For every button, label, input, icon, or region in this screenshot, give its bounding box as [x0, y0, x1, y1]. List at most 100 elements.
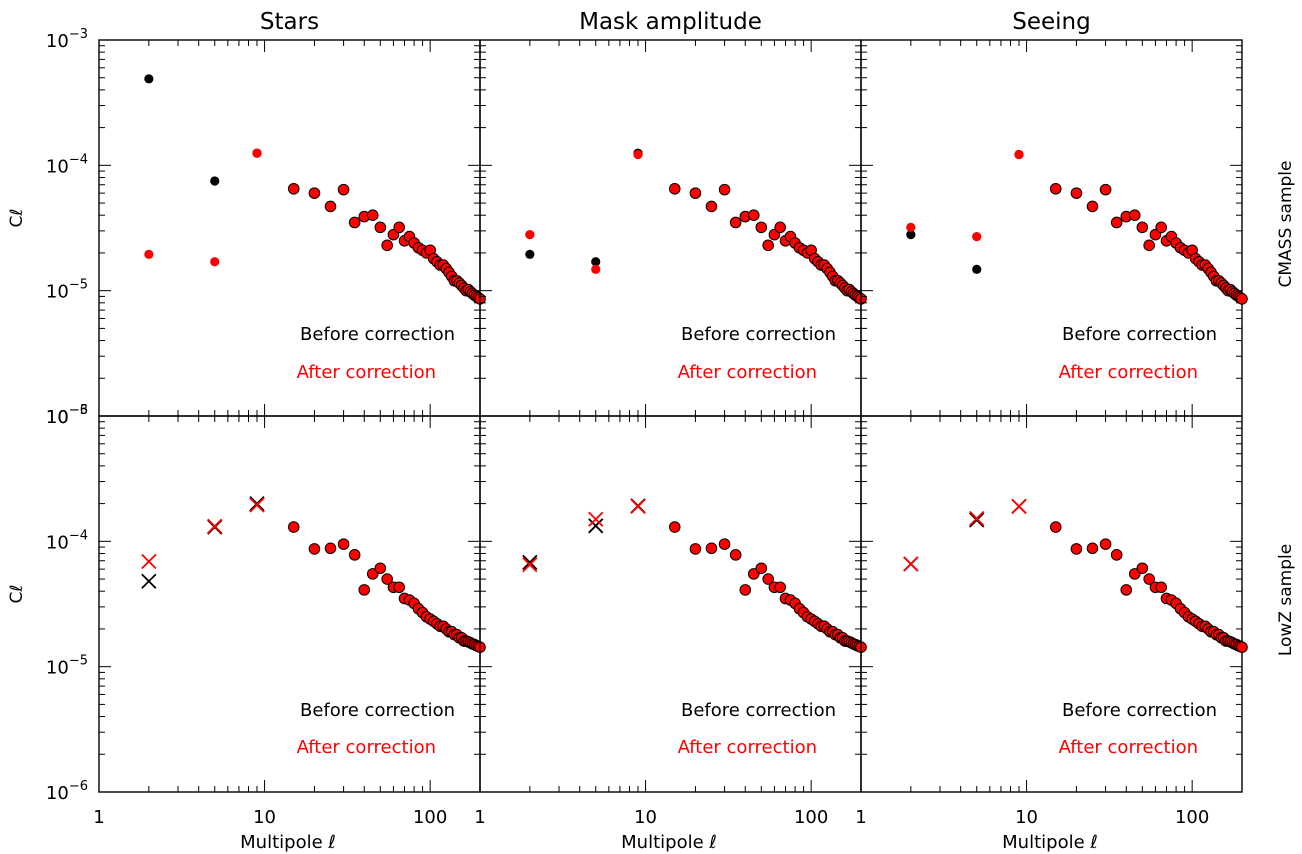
data-point	[144, 74, 154, 84]
data-point	[972, 232, 982, 242]
data-point	[374, 562, 387, 575]
data-point	[903, 556, 919, 572]
x-tick-label: 10	[253, 807, 276, 828]
data-point	[588, 518, 604, 534]
y-tick-label-mantissa: 10	[46, 783, 69, 804]
y-tick-label-mantissa: 10	[46, 658, 69, 679]
data-point	[1155, 581, 1167, 594]
legend-after-correction: After correction	[297, 737, 436, 758]
data-point	[249, 497, 265, 513]
legend-after-correction: After correction	[678, 737, 817, 758]
data-point	[308, 543, 321, 555]
data-point	[718, 538, 731, 550]
data-point	[1143, 573, 1155, 585]
data-point	[1136, 562, 1149, 575]
data-point	[969, 512, 985, 528]
data-point	[1049, 521, 1062, 533]
data-point	[1128, 209, 1141, 222]
data-point	[633, 149, 643, 160]
y-tick-label-mantissa: 10	[46, 532, 69, 553]
data-point	[689, 543, 702, 555]
data-point	[1110, 216, 1123, 229]
data-point	[358, 584, 371, 596]
data-point	[755, 221, 768, 234]
data-point	[1014, 149, 1024, 160]
y-axis-label: Cℓ	[7, 209, 27, 228]
panel-cmass-sample-seeing: Before correction After correction	[860, 39, 1248, 417]
data-point	[287, 521, 300, 533]
legend-before-correction: Before correction	[300, 700, 455, 721]
column-title-stars: Stars	[260, 9, 319, 35]
y-tick-label: 10−3	[46, 403, 88, 428]
panel-frame	[479, 39, 862, 417]
legend-after-correction: After correction	[1059, 362, 1198, 383]
data-point	[525, 230, 535, 240]
data-point	[755, 562, 768, 575]
panel-frame	[98, 39, 481, 417]
data-point	[1070, 543, 1083, 555]
x-tick-label: 1	[93, 807, 104, 828]
y-tick-label-exponent: −5	[69, 654, 88, 669]
data-point	[972, 264, 982, 274]
data-point	[739, 584, 752, 596]
panel-frame	[98, 415, 481, 793]
panel-cmass-sample-stars: Before correction After correction	[98, 39, 486, 417]
data-point	[348, 549, 361, 561]
data-point	[1236, 641, 1248, 653]
data-point	[525, 249, 535, 259]
x-tick-label: 100	[1175, 807, 1209, 828]
data-point	[1155, 221, 1167, 234]
data-point	[630, 498, 646, 515]
panel-lowz-sample-mask-amplitude: Before correction After correction	[479, 415, 867, 793]
data-point	[144, 249, 154, 259]
y-tick-label-mantissa: 10	[46, 282, 69, 303]
data-point	[774, 581, 786, 594]
data-point	[366, 209, 379, 222]
data-point	[705, 200, 718, 213]
data-point	[324, 200, 337, 213]
data-point	[774, 221, 786, 234]
legend-after-correction: After correction	[297, 362, 436, 383]
legend-after-correction: After correction	[678, 362, 817, 383]
data-point	[668, 182, 681, 195]
data-point	[591, 257, 601, 267]
data-point	[393, 581, 405, 594]
y-tick-label: 10−6	[46, 779, 88, 804]
y-tick-label-exponent: −4	[69, 152, 88, 167]
data-point	[337, 538, 350, 550]
x-tick-label: 10	[634, 807, 657, 828]
row-label-cmass-sample: CMASS sample	[1276, 161, 1296, 288]
panels-layer: Before correction After correction Before …	[7, 9, 1296, 853]
panel-frame	[860, 415, 1243, 793]
legend-before-correction: Before correction	[681, 324, 836, 345]
data-point	[762, 239, 774, 252]
y-tick-label: 10−4	[46, 152, 88, 177]
panel-lowz-sample-stars: Before correction After correction	[98, 415, 486, 793]
data-point	[287, 182, 300, 195]
y-axis-label: Cℓ	[7, 585, 27, 604]
y-tick-label: 10−4	[46, 528, 88, 553]
data-point	[1086, 542, 1099, 555]
data-point	[324, 542, 337, 555]
y-tick-label: 10−6	[46, 403, 88, 428]
data-point	[381, 573, 393, 585]
column-title-mask-amplitude: Mask amplitude	[579, 9, 762, 35]
y-tick-label-exponent: −6	[69, 403, 88, 418]
y-tick-label-exponent: −3	[69, 27, 88, 42]
data-point	[906, 230, 916, 240]
legend-before-correction: Before correction	[1062, 700, 1217, 721]
row-label-lowz-sample: LowZ sample	[1276, 544, 1296, 656]
data-point	[337, 183, 350, 196]
data-point	[374, 221, 387, 234]
x-tick-label: 1	[474, 807, 485, 828]
x-axis-label: Multipole ℓ	[621, 832, 717, 853]
data-point	[1086, 200, 1099, 213]
data-point	[210, 257, 220, 267]
data-point	[762, 573, 774, 585]
y-tick-label-exponent: −4	[69, 528, 88, 543]
x-tick-label: 100	[794, 807, 828, 828]
data-point	[381, 239, 393, 252]
data-point	[522, 554, 538, 570]
data-point	[718, 183, 731, 196]
legend-after-correction: After correction	[1059, 737, 1198, 758]
